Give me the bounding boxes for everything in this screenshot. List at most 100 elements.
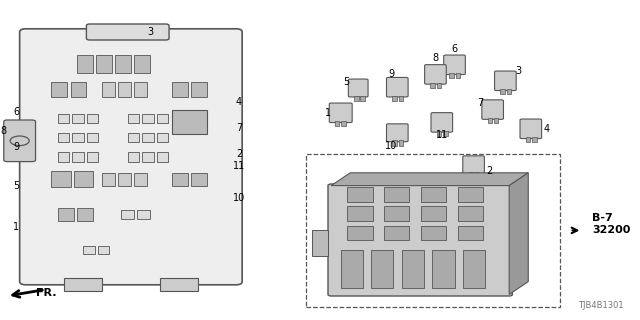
Bar bbox=[421, 206, 446, 221]
Text: 2: 2 bbox=[236, 148, 242, 159]
Bar bbox=[137, 210, 150, 219]
Bar bbox=[96, 55, 112, 73]
Text: 4: 4 bbox=[543, 124, 550, 134]
Bar bbox=[458, 226, 483, 240]
FancyBboxPatch shape bbox=[348, 79, 368, 97]
Bar bbox=[449, 73, 454, 78]
Bar bbox=[392, 96, 397, 101]
FancyBboxPatch shape bbox=[424, 65, 446, 84]
FancyBboxPatch shape bbox=[444, 55, 465, 75]
Text: 1: 1 bbox=[13, 222, 20, 232]
FancyBboxPatch shape bbox=[387, 124, 408, 142]
FancyBboxPatch shape bbox=[520, 119, 541, 139]
FancyBboxPatch shape bbox=[328, 184, 513, 296]
Text: 5: 5 bbox=[13, 180, 20, 191]
Bar bbox=[399, 140, 403, 146]
Text: FR.: FR. bbox=[36, 288, 56, 298]
Bar bbox=[384, 226, 410, 240]
FancyBboxPatch shape bbox=[4, 120, 36, 162]
FancyBboxPatch shape bbox=[20, 29, 242, 285]
Bar bbox=[134, 83, 147, 97]
FancyBboxPatch shape bbox=[387, 77, 408, 97]
Bar bbox=[142, 114, 154, 123]
Bar bbox=[430, 83, 435, 88]
Bar bbox=[87, 133, 99, 142]
Bar bbox=[115, 55, 131, 73]
Bar bbox=[335, 121, 339, 126]
Bar bbox=[360, 96, 365, 101]
FancyBboxPatch shape bbox=[463, 156, 484, 174]
Polygon shape bbox=[331, 173, 528, 186]
FancyBboxPatch shape bbox=[482, 100, 504, 119]
Bar bbox=[172, 110, 207, 134]
Text: 9: 9 bbox=[388, 69, 394, 79]
Text: 6: 6 bbox=[451, 44, 458, 54]
FancyBboxPatch shape bbox=[495, 71, 516, 91]
Bar bbox=[72, 152, 84, 162]
Bar bbox=[58, 114, 69, 123]
Bar bbox=[102, 173, 115, 186]
Bar bbox=[421, 187, 446, 202]
Bar bbox=[475, 172, 479, 178]
Bar bbox=[159, 278, 198, 291]
Bar bbox=[354, 96, 358, 101]
Bar bbox=[58, 133, 69, 142]
FancyBboxPatch shape bbox=[329, 103, 352, 123]
Text: 1: 1 bbox=[325, 108, 331, 118]
Text: 2: 2 bbox=[486, 166, 493, 176]
Bar bbox=[341, 121, 346, 126]
Bar bbox=[128, 133, 139, 142]
Text: 3: 3 bbox=[515, 66, 521, 76]
Bar bbox=[488, 118, 492, 123]
FancyBboxPatch shape bbox=[86, 24, 169, 40]
Bar bbox=[500, 89, 505, 94]
Bar bbox=[87, 114, 99, 123]
Bar bbox=[70, 83, 86, 97]
Bar bbox=[392, 140, 397, 146]
Bar bbox=[532, 137, 536, 142]
Bar bbox=[306, 154, 560, 307]
Text: 8: 8 bbox=[1, 126, 7, 136]
Bar bbox=[157, 114, 168, 123]
Text: 4: 4 bbox=[236, 97, 242, 108]
Bar bbox=[468, 172, 473, 178]
Bar bbox=[458, 187, 483, 202]
Bar bbox=[172, 83, 188, 97]
Bar bbox=[525, 137, 530, 142]
Bar bbox=[134, 173, 147, 186]
Text: 7: 7 bbox=[477, 98, 483, 108]
Text: TJB4B1301: TJB4B1301 bbox=[578, 301, 623, 310]
Text: 5: 5 bbox=[344, 76, 350, 87]
Bar bbox=[142, 133, 154, 142]
Bar bbox=[102, 83, 115, 97]
Bar bbox=[371, 250, 394, 288]
Text: 8: 8 bbox=[433, 53, 438, 63]
Bar bbox=[128, 152, 139, 162]
Text: 9: 9 bbox=[13, 142, 20, 152]
Bar bbox=[399, 96, 403, 101]
Bar bbox=[128, 114, 139, 123]
Bar bbox=[436, 131, 441, 136]
Bar bbox=[58, 152, 69, 162]
Bar bbox=[347, 226, 372, 240]
Bar bbox=[74, 171, 93, 187]
Bar bbox=[72, 114, 84, 123]
Bar bbox=[463, 250, 485, 288]
Bar bbox=[384, 187, 410, 202]
Bar bbox=[191, 83, 207, 97]
Bar bbox=[77, 55, 93, 73]
Bar bbox=[157, 133, 168, 142]
Bar bbox=[72, 133, 84, 142]
Text: 11: 11 bbox=[436, 130, 448, 140]
Bar bbox=[64, 278, 102, 291]
Bar bbox=[98, 246, 109, 253]
Bar bbox=[118, 173, 131, 186]
Text: 10: 10 bbox=[385, 140, 397, 151]
Bar bbox=[340, 250, 363, 288]
Bar bbox=[58, 208, 74, 221]
Bar bbox=[134, 55, 150, 73]
Bar bbox=[421, 226, 446, 240]
Bar bbox=[51, 83, 67, 97]
Bar bbox=[87, 152, 99, 162]
Text: 7: 7 bbox=[236, 123, 242, 133]
